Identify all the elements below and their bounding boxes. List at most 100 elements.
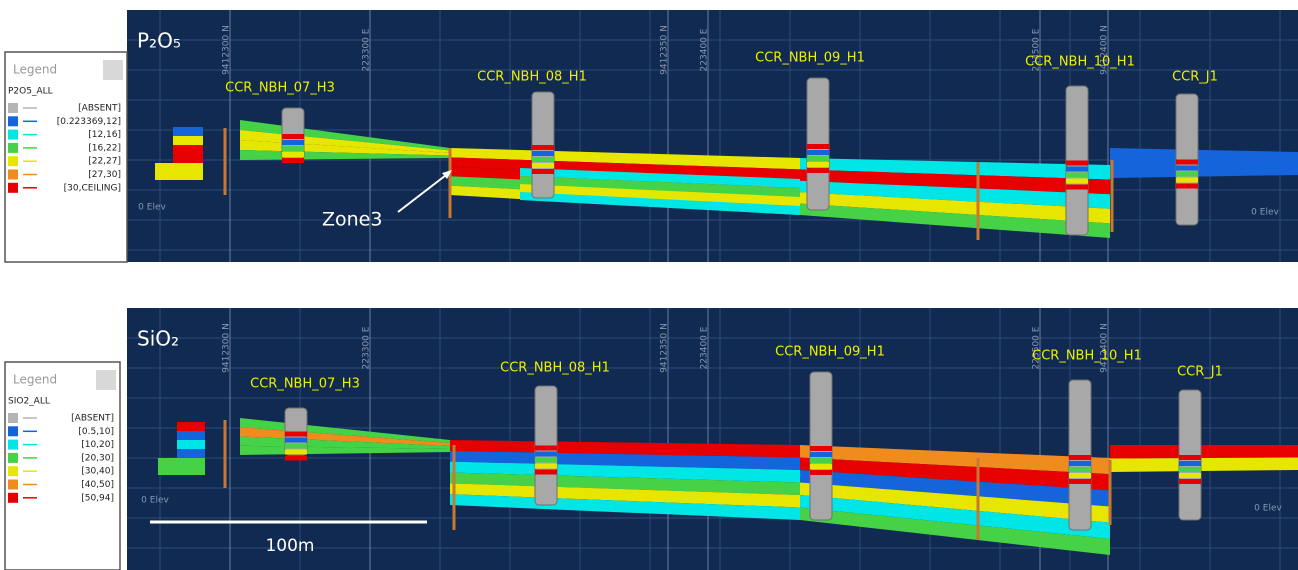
rock-layer: [1110, 148, 1298, 178]
legend-swatch: [8, 479, 18, 490]
drill-hole-interval: [532, 151, 554, 156]
drill-hole-interval: [1066, 172, 1088, 178]
rock-layer: [520, 184, 800, 206]
hole-label: CCR_NBH_07_H3: [250, 377, 360, 392]
drill-hole-interval: [535, 445, 557, 451]
legend-swatch: [8, 492, 18, 503]
annotation-arrow: [397, 171, 451, 213]
drill-hole-interval: [1179, 473, 1201, 478]
coordinate-label: 9412400 N: [1100, 25, 1110, 75]
hole-label: CCR_NBH_07_H3: [225, 81, 335, 96]
rock-layer: [177, 449, 205, 458]
drill-hole-interval: [285, 437, 307, 443]
drill-hole-interval: [1066, 166, 1088, 172]
elevation-label: 0 Elev: [138, 203, 166, 213]
panel-title: SiO₂: [137, 327, 179, 351]
hole-label: CCR_J1: [1177, 365, 1223, 380]
drill-hole-interval: [810, 470, 832, 475]
legend-swatch: [8, 116, 18, 127]
rock-layer: [173, 145, 203, 154]
drill-hole-interval: [532, 157, 554, 162]
rock-layer: [158, 458, 205, 475]
drill-hole-interval: [807, 156, 829, 161]
coordinate-label: 9412300 N: [222, 25, 232, 75]
legend-swatch: [8, 156, 18, 167]
drill-hole-interval: [1179, 455, 1201, 460]
legend-swatch: [8, 413, 18, 423]
rock-layer: [800, 445, 1110, 475]
rock-layer: [800, 158, 1110, 180]
drill-hole-interval: [532, 169, 554, 174]
rock-layer: [177, 440, 205, 449]
rock-layer: [173, 127, 203, 136]
legend-label: [27,30]: [88, 170, 121, 180]
drill-hole-interval: [1179, 467, 1201, 472]
drill-hole-interval: [810, 452, 832, 457]
rock-layer: [1110, 445, 1298, 459]
drill-hole-interval: [1176, 159, 1198, 165]
arrow-head: [442, 170, 452, 179]
drill-hole-interval: [285, 449, 307, 455]
drill-hole-interval: [1069, 473, 1091, 478]
coordinate-label: 9412300 N: [222, 323, 232, 373]
rock-layer: [520, 168, 800, 188]
legend-label: [40,50]: [81, 480, 114, 490]
drill-hole-interval: [1176, 165, 1198, 171]
hole-label: CCR_NBH_08_H1: [477, 70, 587, 85]
coordinate-label: 9412400 N: [1100, 323, 1110, 373]
legend-swatch: [8, 452, 18, 463]
drill-hole-interval: [807, 150, 829, 155]
drill-hole-interval: [807, 144, 829, 149]
drill-hole-interval: [807, 168, 829, 173]
legend-label: [12,16]: [88, 130, 121, 140]
drill-hole-interval: [282, 146, 304, 151]
drill-hole-interval: [1069, 461, 1091, 466]
legend-label: [30,CEILING]: [64, 183, 121, 193]
drill-hole-interval: [282, 152, 304, 157]
legend-label: [ABSENT]: [78, 104, 121, 114]
elevation-label: 0 Elev: [1254, 504, 1282, 514]
legend-header: Legend: [13, 373, 57, 387]
legend-label: [16,22]: [88, 143, 121, 153]
hole-label: CCR_J1: [1172, 70, 1218, 85]
legend-label: [10,20]: [81, 440, 114, 450]
legend-label: [0.223369,12]: [57, 117, 121, 127]
drill-hole-interval: [1066, 160, 1088, 166]
legend-label: [22,27]: [88, 157, 121, 167]
rock-layer: [520, 192, 800, 215]
elevation-label: 0 Elev: [141, 496, 169, 506]
coordinate-label: 223400 E: [700, 28, 710, 71]
legend-close: [103, 60, 123, 80]
drill-hole-interval: [810, 458, 832, 463]
coordinate-label: 223400 E: [700, 326, 710, 369]
rock-layer: [800, 507, 1110, 555]
drill-hole-interval: [282, 134, 304, 139]
legend-swatch: [8, 439, 18, 450]
drill-hole-interval: [532, 163, 554, 168]
rock-layer: [800, 192, 1110, 224]
drill-hole-interval: [1069, 467, 1091, 472]
drill-hole-interval: [1066, 184, 1088, 190]
drill-hole-interval: [535, 463, 557, 469]
drill-hole-interval: [1179, 461, 1201, 466]
coordinate-label: 223500 E: [1032, 28, 1042, 71]
legend-swatch: [8, 129, 18, 140]
drill-hole-interval: [1069, 455, 1091, 460]
drill-hole-interval: [285, 455, 307, 461]
legend-swatch: [8, 466, 18, 477]
hole-label: CCR_NBH_10_H1: [1032, 349, 1142, 364]
hole-label: CCR_NBH_08_H1: [500, 361, 610, 376]
rock-layer: [177, 422, 205, 431]
rock-layer: [173, 154, 203, 163]
rock-layer: [800, 203, 1110, 238]
legend-label: [30,40]: [81, 467, 114, 477]
cross-section-panel: 9412300 N 223300 E 9412350 N 223400 E 223500…: [4, 10, 1298, 263]
rock-layer: [155, 163, 203, 180]
legend-label: [0.5,10]: [78, 427, 114, 437]
rock-layer: [800, 457, 1110, 491]
legend-close: [96, 370, 116, 390]
drill-hole-interval: [285, 431, 307, 437]
legend-swatch: [8, 142, 18, 153]
legend-label: [ABSENT]: [71, 414, 114, 424]
